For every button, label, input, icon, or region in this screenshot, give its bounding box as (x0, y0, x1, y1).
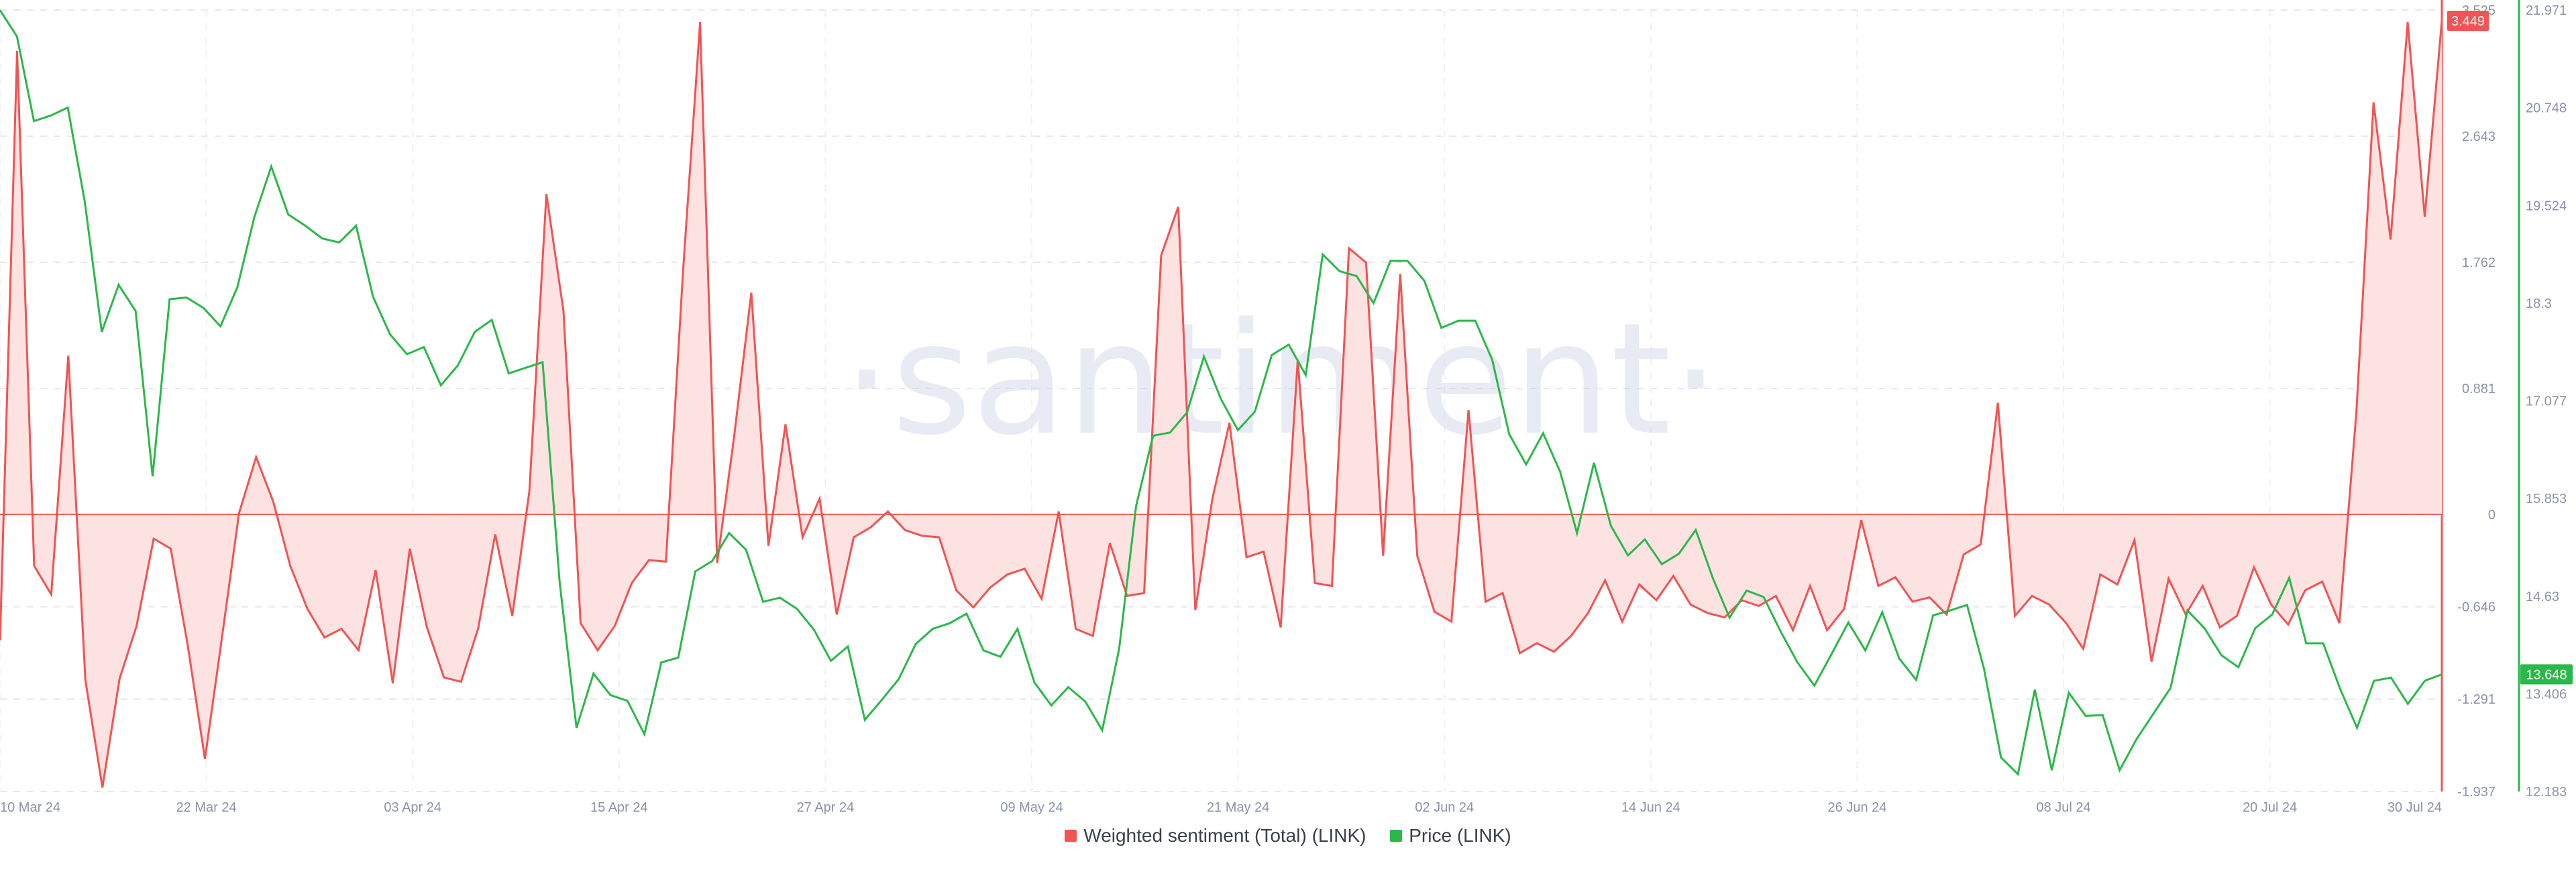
y-left-tick-label: -1.937 (2457, 785, 2496, 800)
y-left-tick-label: 1.762 (2462, 256, 2496, 270)
x-tick-label: 14 Jun 24 (1621, 800, 1680, 815)
y-right-tick-label: 18.3 (2526, 296, 2552, 311)
sentiment-value-label: 3.449 (2451, 14, 2485, 29)
x-axis: 10 Mar 24 22 Mar 24 03 Apr 24 15 Apr 24 27 A… (0, 800, 2442, 815)
x-tick-label: 02 Jun 24 (1415, 800, 1474, 815)
value-badges: 3.449 13.648 (2447, 10, 2573, 685)
price-swatch (1390, 830, 1403, 842)
x-tick-label: 26 Jun 24 (1828, 800, 1887, 815)
x-tick-label: 15 Apr 24 (590, 800, 648, 815)
legend-item-sentiment[interactable]: Weighted sentiment (Total) (LINK) (1065, 825, 1366, 847)
x-tick-label: 08 Jul 24 (2036, 800, 2090, 815)
x-tick-label: 20 Jul 24 (2243, 800, 2297, 815)
y-right-tick-label: 13.406 (2526, 687, 2567, 702)
y-right-tick-label: 15.853 (2526, 492, 2567, 506)
legend-label-sentiment: Weighted sentiment (Total) (LINK) (1083, 825, 1366, 846)
x-tick-label: 10 Mar 24 (0, 800, 60, 815)
y-left-tick-label: -1.291 (2457, 692, 2496, 707)
sentiment-area (0, 21, 2442, 788)
y-right-tick-label: 21.971 (2526, 3, 2567, 18)
sentiment-line (0, 20, 2443, 788)
y-left-tick-label: 2.643 (2462, 129, 2496, 144)
y-axis-right: 21.971 20.748 19.524 18.3 17.077 15.853 14.63 1… (2526, 3, 2567, 800)
legend-label-price: Price (LINK) (1409, 825, 1511, 846)
x-tick-label: 09 May 24 (1000, 800, 1063, 815)
price-line (0, 9, 2443, 777)
x-tick-label: 22 Mar 24 (176, 800, 237, 815)
y-left-tick-label: -0.646 (2457, 600, 2496, 615)
x-tick-label: 30 Jul 24 (2387, 800, 2442, 815)
y-right-tick-label: 19.524 (2526, 199, 2567, 213)
price-value-label: 13.648 (2526, 667, 2567, 682)
y-right-tick-label: 14.63 (2526, 590, 2559, 604)
santiment-watermark: ·santiment· (843, 290, 1720, 470)
sentiment-value-badge (2447, 10, 2489, 31)
price-value-badge (2520, 664, 2573, 685)
y-right-tick-label: 17.077 (2526, 394, 2567, 409)
y-right-tick-label: 20.748 (2526, 101, 2567, 116)
x-tick-label: 21 May 24 (1207, 800, 1269, 815)
legend: Weighted sentiment (Total) (LINK) Price … (0, 825, 2576, 847)
x-tick-label: 27 Apr 24 (797, 800, 855, 815)
x-tick-label: 03 Apr 24 (384, 800, 441, 815)
legend-item-price[interactable]: Price (LINK) (1390, 825, 1511, 847)
y-left-tick-label: 0 (2488, 508, 2496, 523)
y-left-tick-label: 0.881 (2462, 382, 2496, 396)
y-right-tick-label: 12.183 (2526, 785, 2567, 800)
sentiment-swatch (1065, 830, 1077, 842)
